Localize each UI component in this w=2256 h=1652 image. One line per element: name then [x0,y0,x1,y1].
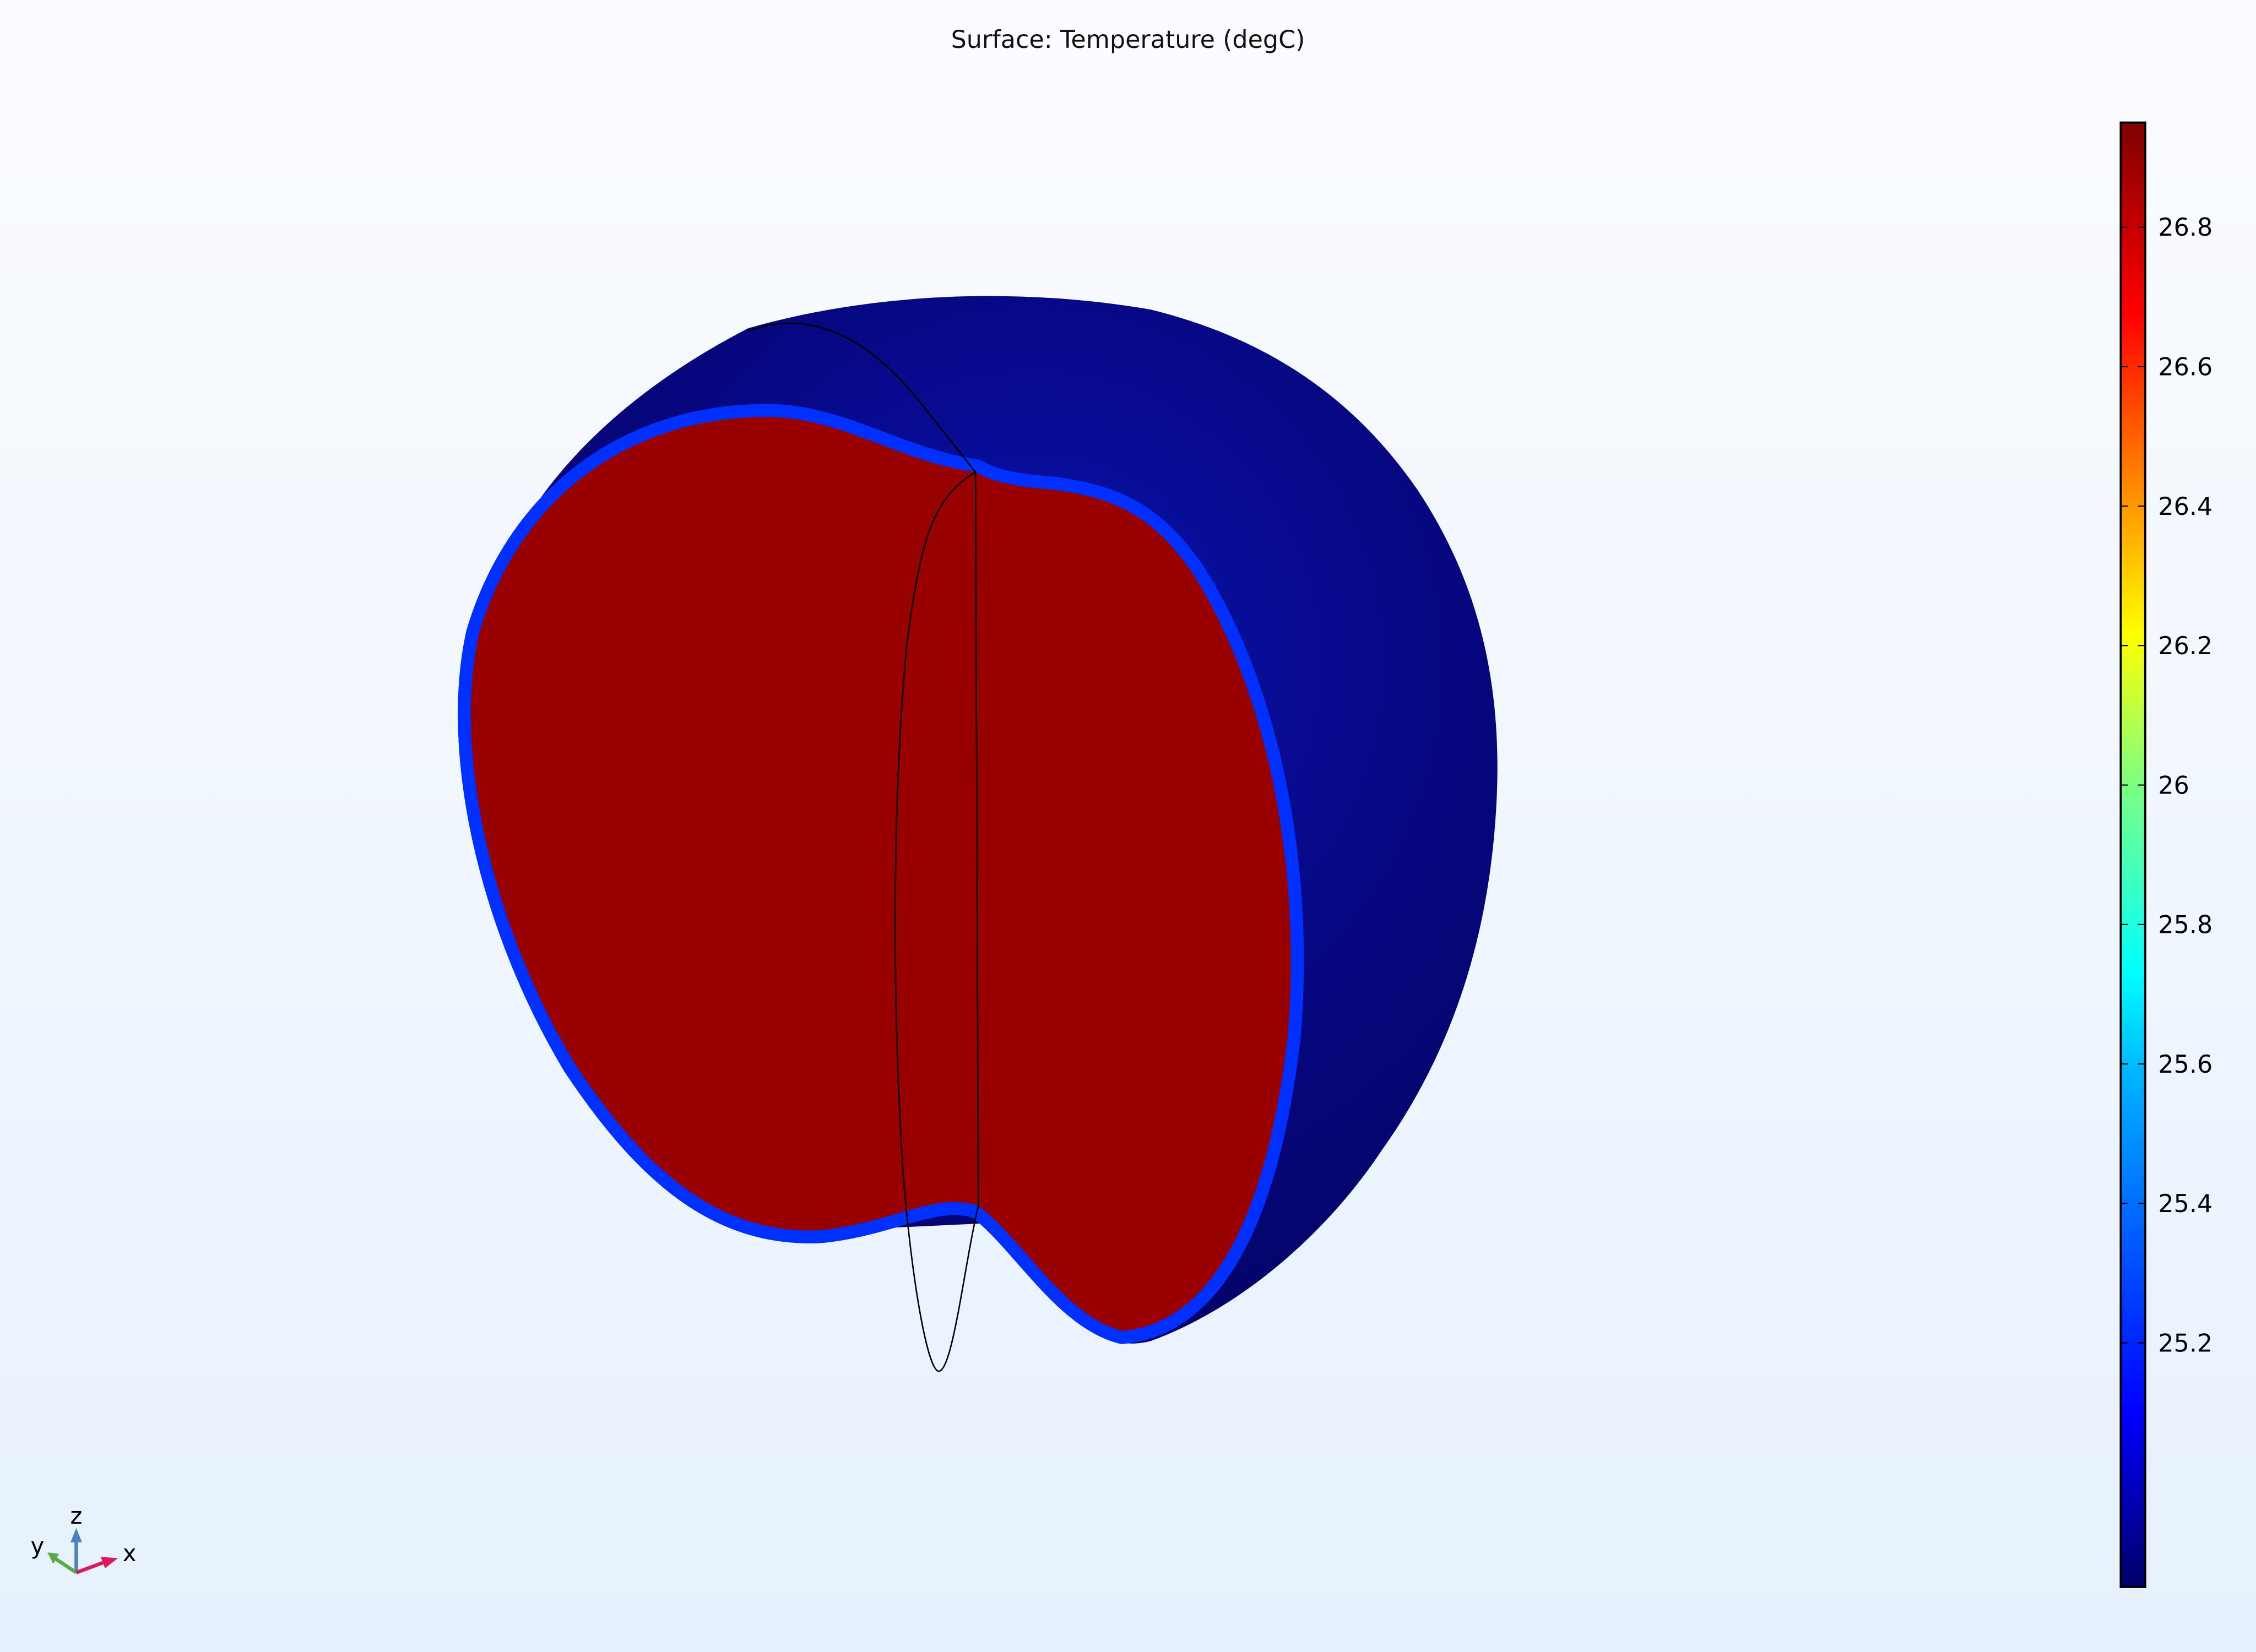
colorbar-tick-label: 25.6 [2158,1051,2212,1079]
y-axis-arrow [53,1556,78,1574]
cut-face [471,417,1291,1344]
colorbar-tick-label: 25.2 [2158,1329,2212,1357]
x-axis-arrow [75,1561,105,1574]
z-arrowhead-icon [70,1528,82,1542]
colorbar-tick-label: 26.2 [2158,632,2212,660]
x-axis-label: x [123,1540,137,1567]
colorbar-gradient [2119,121,2146,1588]
colorbar-tick-label: 25.4 [2158,1190,2212,1218]
y-arrowhead-icon [47,1552,59,1564]
x-arrowhead-icon [100,1557,118,1568]
y-axis-label: y [31,1533,45,1559]
colorbar-tick-label: 25.8 [2158,911,2212,939]
colorbar-tick-label: 26.8 [2158,214,2212,242]
axes-triad: z y x [31,1502,137,1574]
geometry-edges [747,322,979,1372]
z-axis-label: z [70,1502,82,1529]
plot-title: Surface: Temperature (degC) [951,26,1305,54]
colorbar-tick-label: 26.4 [2158,493,2212,521]
colorbar-tick-label: 26.6 [2158,353,2212,381]
colorbar-tick-label: 26 [2158,771,2189,800]
colorbar: 26.8 26.6 26.4 26.2 26 25.8 25.6 25.4 25.2 [2119,121,2212,1588]
